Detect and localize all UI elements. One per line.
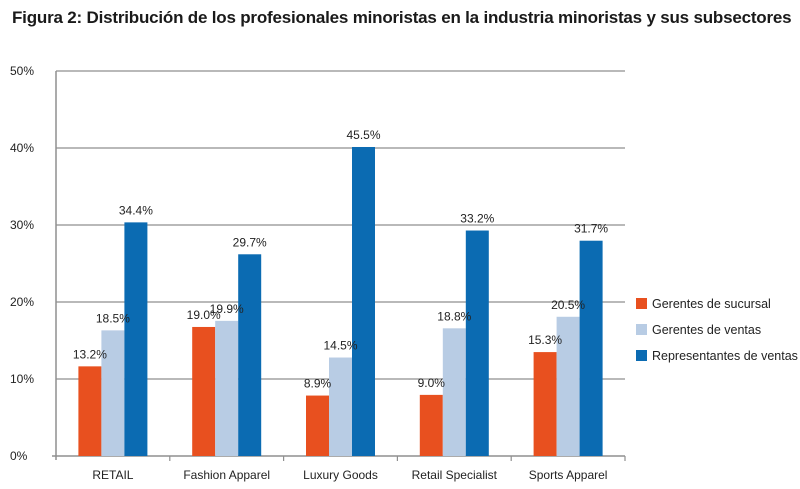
data-label: 14.5% bbox=[323, 339, 357, 353]
y-tick-label: 40% bbox=[10, 141, 34, 155]
bar-representantes-de-ventas bbox=[465, 230, 489, 456]
bars bbox=[78, 146, 603, 456]
x-tick-labels: RETAIL Fashion Apparel Luxury Goods Retail … bbox=[92, 468, 607, 482]
bar-gerentes-de-ventas bbox=[215, 320, 239, 456]
data-label: 13.2% bbox=[73, 347, 107, 361]
data-label: 8.9% bbox=[304, 377, 332, 391]
data-label: 18.5% bbox=[96, 311, 130, 325]
y-tick-label: 10% bbox=[10, 372, 34, 386]
y-tick-label: 50% bbox=[10, 64, 34, 78]
bar-gerentes-de-ventas bbox=[101, 330, 125, 456]
x-tick-label: Fashion Apparel bbox=[183, 468, 270, 482]
y-tick-label: 0% bbox=[10, 449, 28, 463]
data-label: 18.8% bbox=[437, 309, 471, 323]
data-label: 9.0% bbox=[418, 376, 446, 390]
legend-swatch bbox=[636, 298, 647, 309]
bar-gerentes-de-ventas bbox=[329, 357, 352, 456]
bar-gerentes-de-sucursal bbox=[533, 352, 557, 456]
bar-representantes-de-ventas bbox=[124, 222, 148, 456]
x-tick-label: RETAIL bbox=[92, 468, 133, 482]
x-tick-label: Sports Apparel bbox=[529, 468, 608, 482]
data-label: 34.4% bbox=[119, 203, 153, 217]
x-tick-label: Retail Specialist bbox=[412, 468, 498, 482]
data-label: 33.2% bbox=[460, 212, 494, 226]
x-tick-label: Luxury Goods bbox=[303, 468, 378, 482]
y-tick-label: 20% bbox=[10, 295, 34, 309]
legend-swatch bbox=[636, 350, 647, 361]
bar-gerentes-de-sucursal bbox=[78, 366, 102, 456]
legend-swatch bbox=[636, 324, 647, 335]
data-label: 20.5% bbox=[551, 298, 585, 312]
bar-gerentes-de-sucursal bbox=[419, 394, 443, 456]
y-tick-labels: 0% 10% 20% 30% 40% 50% bbox=[10, 64, 34, 463]
data-label: 45.5% bbox=[346, 128, 380, 142]
chart-title: Figura 2: Distribución de los profesiona… bbox=[12, 8, 792, 27]
bar-representantes-de-ventas bbox=[238, 254, 262, 456]
bar-gerentes-de-sucursal bbox=[192, 326, 216, 456]
bar-representantes-de-ventas bbox=[352, 146, 375, 456]
bar-gerentes-de-sucursal bbox=[306, 395, 329, 456]
legend-label: Gerentes de ventas bbox=[652, 323, 761, 337]
y-tick-label: 30% bbox=[10, 218, 34, 232]
data-label: 15.3% bbox=[528, 333, 562, 347]
data-labels: 13.2% 18.5% 34.4% 19.0%19.9% 29.7% 8.9% 14.5% 4… bbox=[73, 128, 609, 391]
legend-label: Gerentes de sucursal bbox=[652, 297, 771, 311]
legend-label: Representantes de ventas bbox=[652, 349, 798, 363]
bar-gerentes-de-ventas bbox=[442, 328, 466, 456]
data-label: 31.7% bbox=[574, 222, 608, 236]
legend: Gerentes de sucursal Gerentes de ventas Re… bbox=[636, 297, 798, 363]
bar-representantes-de-ventas bbox=[579, 240, 603, 456]
bar-gerentes-de-ventas bbox=[556, 316, 580, 456]
data-label: 19.9% bbox=[210, 302, 244, 316]
data-label: 19.0% bbox=[187, 308, 221, 322]
data-label: 29.7% bbox=[233, 235, 267, 249]
